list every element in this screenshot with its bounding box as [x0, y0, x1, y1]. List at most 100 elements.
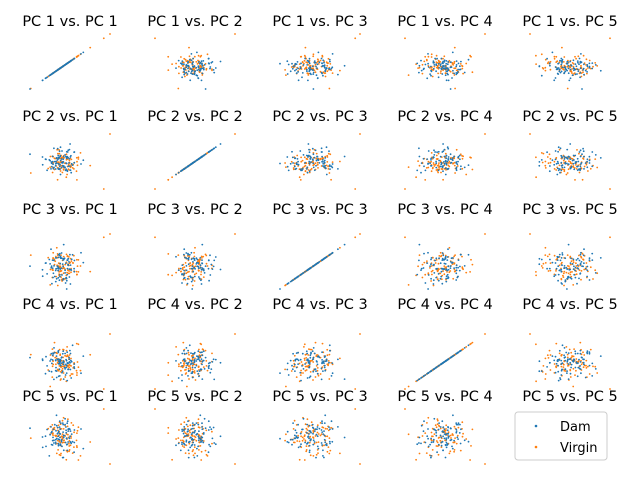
point-virgin: [594, 158, 597, 161]
point-dam: [196, 258, 199, 261]
point-dam: [560, 359, 563, 362]
point-virgin: [49, 354, 52, 356]
point-dam: [41, 156, 44, 158]
point-dam: [199, 355, 202, 357]
point-dam: [200, 283, 203, 285]
point-virgin: [178, 267, 180, 270]
point-dam: [571, 263, 574, 265]
point-dam: [566, 162, 568, 165]
point-dam: [73, 429, 76, 431]
point-dam: [581, 88, 583, 90]
point-dam: [190, 433, 193, 435]
point-dam: [192, 270, 195, 273]
point-virgin: [461, 157, 464, 160]
point-virgin: [284, 284, 286, 287]
point-virgin: [596, 272, 599, 275]
point-dam: [445, 60, 448, 62]
point-dam: [553, 163, 556, 166]
point-dam: [44, 262, 47, 264]
point-dam: [579, 60, 582, 63]
point-virgin: [566, 353, 569, 356]
point-virgin: [548, 253, 551, 256]
point-dam: [48, 159, 51, 161]
point-dam: [579, 273, 581, 275]
panel-title: PC 5 vs. PC 2: [147, 389, 242, 405]
point-virgin: [187, 275, 190, 278]
panel-title: PC 4 vs. PC 1: [22, 297, 117, 313]
point-virgin: [303, 173, 305, 176]
point-dam: [457, 266, 459, 269]
point-dam: [443, 431, 445, 433]
point-dam: [321, 361, 324, 364]
point-virgin: [571, 68, 573, 70]
point-dam: [64, 272, 66, 274]
point-dam: [579, 149, 582, 152]
point-virgin: [197, 418, 200, 421]
point-dam: [557, 364, 559, 367]
point-virgin: [324, 427, 327, 430]
point-virgin: [307, 354, 310, 356]
point-dam: [202, 67, 205, 70]
point-virgin: [70, 357, 72, 360]
point-virgin: [62, 272, 65, 275]
point-dam: [455, 169, 458, 172]
point-dam: [420, 59, 422, 62]
point-virgin: [102, 408, 105, 410]
point-virgin: [177, 437, 180, 439]
point-dam: [447, 268, 450, 271]
point-dam: [210, 428, 213, 431]
point-dam: [561, 61, 563, 64]
point-dam: [207, 367, 210, 370]
point-virgin: [67, 433, 69, 436]
point-dam: [65, 157, 68, 160]
point-virgin: [535, 54, 537, 57]
point-virgin: [585, 367, 588, 369]
point-dam: [579, 253, 582, 256]
point-virgin: [307, 169, 310, 171]
point-dam: [201, 378, 204, 380]
point-virgin: [312, 431, 315, 434]
point-dam: [51, 165, 53, 168]
point-virgin: [64, 364, 66, 367]
point-dam: [67, 263, 70, 266]
point-virgin: [60, 452, 62, 455]
point-virgin: [404, 388, 406, 390]
point-virgin: [316, 431, 319, 434]
point-virgin: [284, 162, 286, 164]
point-virgin: [312, 379, 314, 381]
point-dam: [556, 173, 559, 176]
point-dam: [67, 428, 70, 431]
point-virgin: [546, 62, 549, 65]
point-dam: [196, 159, 199, 161]
point-dam: [322, 162, 325, 165]
point-virgin: [310, 348, 313, 351]
point-dam: [308, 376, 311, 379]
point-virgin: [184, 452, 187, 454]
point-dam: [59, 436, 61, 439]
point-virgin: [58, 348, 61, 351]
point-dam: [57, 349, 60, 352]
point-dam: [445, 437, 448, 440]
point-dam: [73, 151, 76, 153]
point-virgin: [578, 152, 580, 155]
point-virgin: [588, 59, 591, 62]
point-dam: [442, 435, 444, 438]
point-dam: [51, 359, 54, 361]
point-dam: [73, 367, 76, 370]
point-dam: [183, 167, 186, 170]
point-virgin: [297, 434, 299, 437]
point-dam: [213, 71, 216, 74]
point-dam: [321, 65, 324, 68]
point-virgin: [436, 278, 439, 280]
panel-pc3-vs-pc5: PC 3 vs. PC 5: [522, 202, 618, 290]
point-virgin: [180, 270, 183, 273]
point-dam: [312, 439, 315, 442]
point-virgin: [77, 259, 80, 261]
point-virgin: [578, 360, 580, 362]
point-dam: [294, 69, 296, 72]
point-dam: [586, 166, 589, 169]
point-dam: [316, 63, 319, 66]
point-dam: [555, 267, 558, 270]
point-dam: [435, 70, 437, 73]
point-dam: [65, 363, 67, 366]
